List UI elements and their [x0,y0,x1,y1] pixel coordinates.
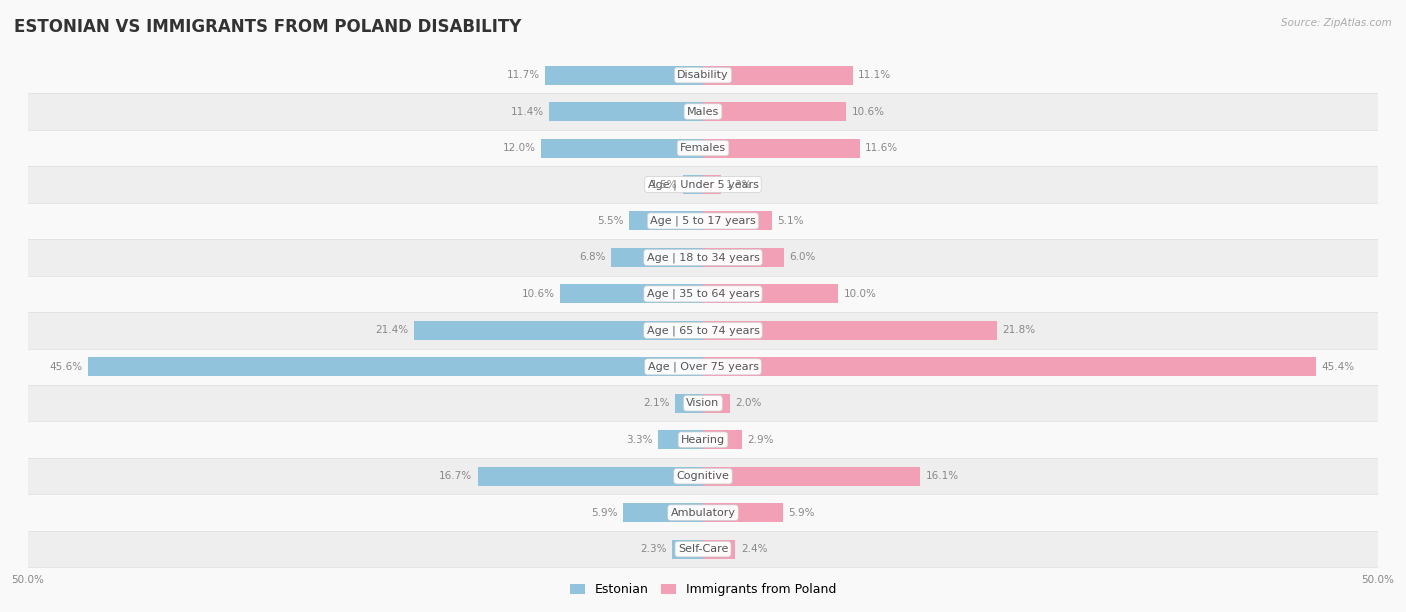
Text: Vision: Vision [686,398,720,408]
Bar [658,430,703,449]
Text: 11.4%: 11.4% [510,106,544,117]
Bar [672,540,703,559]
Text: 3.3%: 3.3% [627,435,652,445]
Bar [703,467,921,486]
Bar [683,175,703,194]
Bar [87,357,703,376]
Text: Age | 18 to 34 years: Age | 18 to 34 years [647,252,759,263]
Bar [703,212,772,231]
Text: 10.6%: 10.6% [522,289,554,299]
Bar [703,248,785,267]
Bar [703,540,735,559]
Bar [541,138,703,157]
Bar [703,65,853,84]
Text: 45.4%: 45.4% [1322,362,1354,372]
Text: Males: Males [688,106,718,117]
Text: 10.0%: 10.0% [844,289,876,299]
Bar [703,357,1316,376]
Bar [415,321,703,340]
Bar [1,275,1405,312]
Bar [1,458,1405,494]
Bar [703,138,859,157]
Text: 21.4%: 21.4% [375,326,409,335]
Text: Disability: Disability [678,70,728,80]
Bar [1,531,1405,567]
Bar [1,312,1405,349]
Text: Age | Over 75 years: Age | Over 75 years [648,362,758,372]
Text: Females: Females [681,143,725,153]
Bar [703,102,846,121]
Text: 1.5%: 1.5% [651,179,678,190]
Bar [478,467,703,486]
Bar [628,212,703,231]
Bar [703,175,720,194]
Bar [612,248,703,267]
Bar [703,394,730,412]
Text: 16.1%: 16.1% [925,471,959,481]
Bar [1,166,1405,203]
Text: 10.6%: 10.6% [852,106,884,117]
Text: 5.9%: 5.9% [787,507,814,518]
Text: 6.8%: 6.8% [579,252,606,263]
Text: 6.0%: 6.0% [789,252,815,263]
Bar [1,130,1405,166]
Text: 2.4%: 2.4% [741,544,768,554]
Text: 11.7%: 11.7% [506,70,540,80]
Text: Age | 5 to 17 years: Age | 5 to 17 years [650,215,756,226]
Text: Age | 35 to 64 years: Age | 35 to 64 years [647,289,759,299]
Bar [1,385,1405,422]
Text: 11.6%: 11.6% [865,143,898,153]
Text: 2.0%: 2.0% [735,398,762,408]
Bar [703,321,997,340]
Text: 5.9%: 5.9% [592,507,619,518]
Text: 5.1%: 5.1% [778,216,804,226]
Text: Hearing: Hearing [681,435,725,445]
Text: ESTONIAN VS IMMIGRANTS FROM POLAND DISABILITY: ESTONIAN VS IMMIGRANTS FROM POLAND DISAB… [14,18,522,36]
Bar [703,430,742,449]
Bar [550,102,703,121]
Bar [1,239,1405,275]
Bar [1,422,1405,458]
Text: 12.0%: 12.0% [502,143,536,153]
Bar [623,503,703,522]
Text: Cognitive: Cognitive [676,471,730,481]
Text: 2.1%: 2.1% [643,398,669,408]
Text: 5.5%: 5.5% [598,216,623,226]
Text: Self-Care: Self-Care [678,544,728,554]
Bar [703,285,838,304]
Legend: Estonian, Immigrants from Poland: Estonian, Immigrants from Poland [565,578,841,602]
Bar [1,203,1405,239]
Text: 21.8%: 21.8% [1002,326,1036,335]
Bar [1,57,1405,94]
Text: 2.3%: 2.3% [640,544,666,554]
Bar [546,65,703,84]
Text: 16.7%: 16.7% [439,471,472,481]
Text: 1.3%: 1.3% [725,179,752,190]
Bar [675,394,703,412]
Text: 11.1%: 11.1% [858,70,891,80]
Bar [1,494,1405,531]
Text: Age | 65 to 74 years: Age | 65 to 74 years [647,325,759,335]
Text: Age | Under 5 years: Age | Under 5 years [648,179,758,190]
Text: Ambulatory: Ambulatory [671,507,735,518]
Bar [703,503,783,522]
Bar [1,94,1405,130]
Bar [1,349,1405,385]
Text: 45.6%: 45.6% [49,362,82,372]
Bar [560,285,703,304]
Text: Source: ZipAtlas.com: Source: ZipAtlas.com [1281,18,1392,28]
Text: 2.9%: 2.9% [748,435,775,445]
